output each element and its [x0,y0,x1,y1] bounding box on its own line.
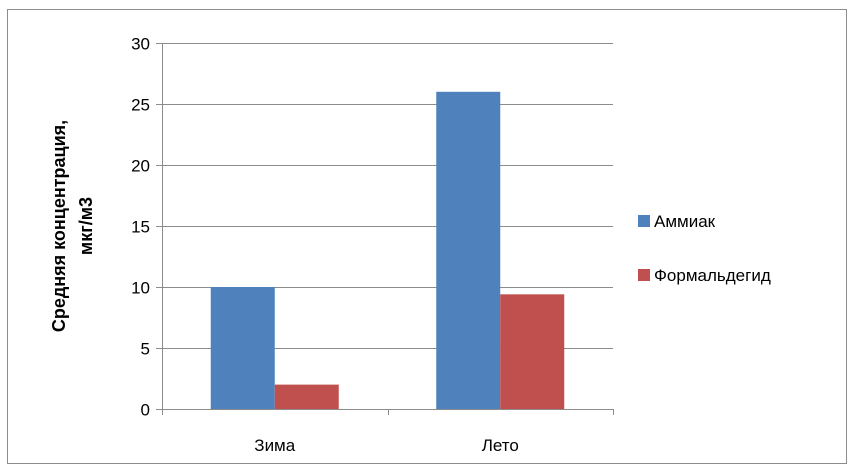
bars [210,91,565,410]
y-tick-label: 30 [131,35,150,54]
legend-label: Аммиак [654,212,716,231]
y-tick-label: 15 [131,218,150,237]
bar-ammonia-1 [436,91,501,410]
bar-formaldehyde-0 [274,384,339,409]
y-tick-label: 5 [141,340,150,359]
y-axis-title: Средняя концентрация, мкг/м3 [49,120,96,332]
y-axis-title-line-2: мкг/м3 [76,197,96,255]
y-tick-label: 10 [131,279,150,298]
chart-frame [7,9,847,464]
x-tick-label: Лето [482,436,519,455]
x-tick-labels: Зима Лето [254,436,519,455]
bar-ammonia-0 [210,287,275,409]
axes [156,43,614,415]
y-axis-title-line-1: Средняя концентрация, [49,120,69,332]
legend-label: Формальдегид [654,266,771,285]
legend: Аммиак Формальдегид [638,212,771,285]
y-tick-labels: 0 5 10 15 20 25 30 [131,35,150,420]
y-tick-label: 0 [141,401,150,420]
legend-swatch [638,269,650,281]
y-tick-label: 20 [131,157,150,176]
x-tick-label: Зима [254,436,295,455]
y-tick-label: 25 [131,96,150,115]
legend-swatch [638,215,650,227]
bar-formaldehyde-1 [500,294,565,409]
